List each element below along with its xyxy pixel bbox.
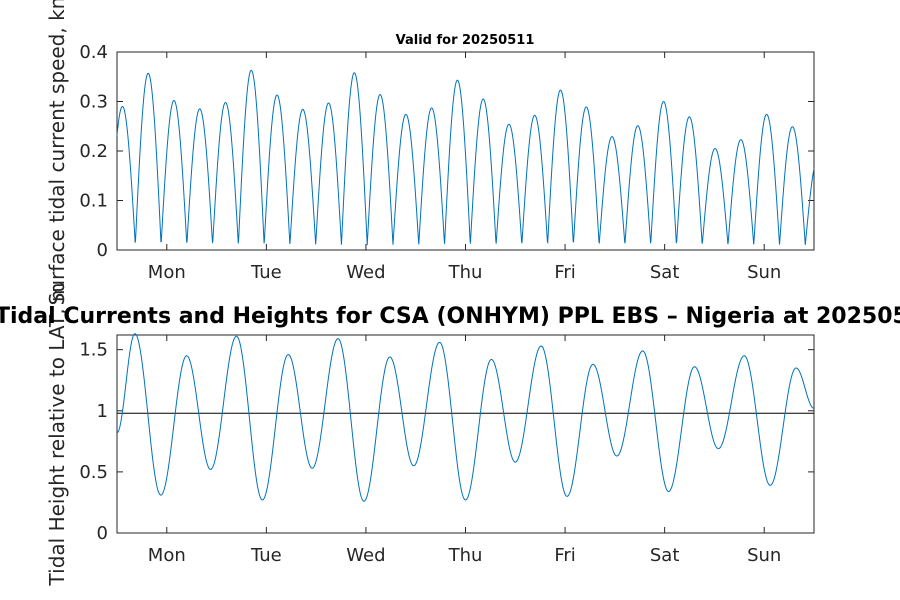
xtick-label: Mon (148, 262, 186, 283)
current-speed-ylabel: Surface tidal current speed, kn (45, 0, 69, 305)
current-speed-line (116, 69, 815, 246)
current-speed-title: Valid for 20250511 (396, 33, 535, 48)
ytick-label: 0.5 (79, 462, 108, 483)
xtick-label: Tue (250, 262, 282, 283)
main-title: Tidal Currents and Heights for CSA (ONHY… (0, 304, 900, 329)
ytick-label: 0.2 (79, 141, 108, 162)
xtick-label: Mon (148, 545, 186, 566)
tidal-height-panel: Tidal Height relative to LAT, m 0 0.5 1 1.5… (45, 283, 815, 587)
xtick-label: Wed (346, 545, 385, 566)
tidal-height-axes-box (116, 334, 815, 534)
xtick-label: Sat (650, 262, 680, 283)
xtick-label: Sun (747, 262, 781, 283)
ytick-label: 0 (97, 240, 108, 261)
xtick-label: Sat (650, 545, 680, 566)
current-speed-panel: Valid for 20250511 Surface tidal current… (45, 0, 815, 305)
ytick-label: 0.4 (79, 42, 108, 63)
xtick-label: Fri (554, 262, 575, 283)
xtick-label: Sun (747, 545, 781, 566)
xtick-label: Wed (346, 262, 385, 283)
ytick-label: 1.5 (79, 340, 108, 361)
ytick-label: 1 (97, 401, 108, 422)
xtick-label: Fri (554, 545, 575, 566)
tidal-height-line (116, 333, 815, 502)
tidal-height-ylabel: Tidal Height relative to LAT, m (45, 283, 69, 587)
xtick-label: Tue (250, 545, 282, 566)
current-speed-ticks: 0 0.1 0.2 0.3 0.4 Mon Tue Wed Thu Fri Sat Sun (79, 42, 814, 283)
ytick-label: 0.1 (79, 191, 108, 212)
xtick-label: Thu (448, 545, 483, 566)
ytick-label: 0.3 (79, 92, 108, 113)
tidal-height-ticks: 0 0.5 1 1.5 Mon Tue Wed Thu Fri Sat Sun (79, 335, 814, 566)
xtick-label: Thu (448, 262, 483, 283)
ytick-label: 0 (97, 523, 108, 544)
